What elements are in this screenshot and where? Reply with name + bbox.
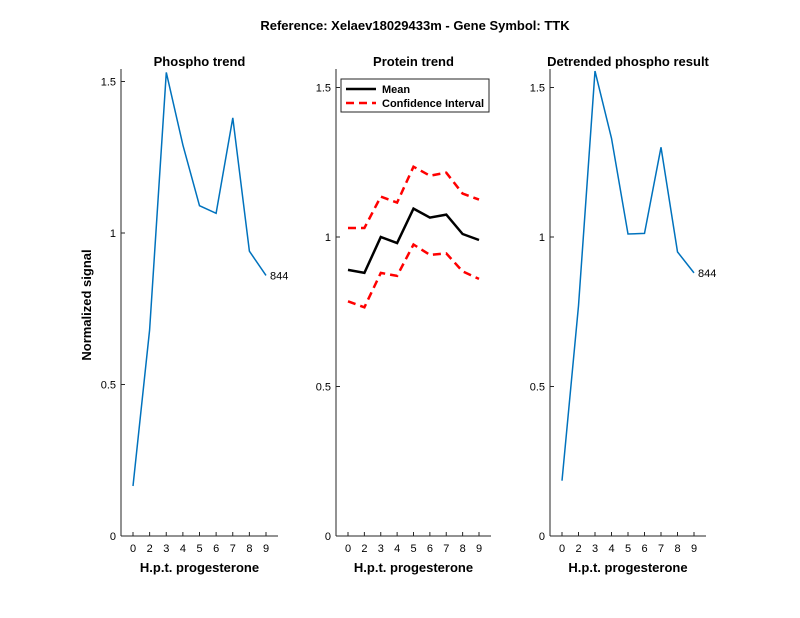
series-line-mean: [347, 206, 480, 275]
x-tick-label: 2: [147, 543, 153, 555]
x-tick-label: 9: [263, 543, 269, 555]
series-line-phospho: [132, 72, 267, 487]
x-axis-label: H.p.t. progesterone: [140, 560, 259, 575]
end-label: 844: [698, 268, 716, 280]
x-tick-label: 2: [361, 543, 367, 555]
y-tick-label: 1.5: [101, 77, 116, 89]
end-label: 844: [270, 270, 288, 282]
y-tick-label: 0.5: [316, 382, 331, 394]
y-tick-label: 0: [325, 531, 331, 543]
legend-box: [340, 78, 490, 113]
x-tick-label: 6: [213, 543, 219, 555]
y-tick-label: 1: [539, 232, 545, 244]
axes: [120, 69, 278, 537]
panel-title: Detrended phospho result: [547, 54, 709, 69]
x-tick-label: 5: [196, 543, 202, 555]
x-tick-label: 4: [394, 543, 400, 555]
x-tick-label: 0: [559, 543, 565, 555]
x-tick-label: 4: [608, 543, 614, 555]
legend: Mean Confidence Interval: [340, 78, 490, 113]
y-tick-label: 1: [110, 228, 116, 240]
x-tick-label: 3: [378, 543, 384, 555]
series-line-confidence-interval: [348, 164, 480, 230]
y-tick-label: 0.5: [530, 382, 545, 394]
y-tick-label: 0.5: [101, 380, 116, 392]
x-tick-label: 0: [130, 543, 136, 555]
y-tick-label: 0: [539, 531, 545, 543]
series-line-confidence-interval-lower-: [347, 242, 480, 309]
legend-ci-label: Confidence Interval: [382, 98, 484, 110]
x-tick-label: 4: [180, 543, 186, 555]
x-axis-label: H.p.t. progesterone: [354, 560, 473, 575]
y-axis-label: Normalized signal: [79, 249, 94, 360]
series-lines: [347, 164, 480, 309]
y-ticks: 0 0.5 1 1.5: [101, 77, 125, 543]
x-tick-label: 2: [575, 543, 581, 555]
y-tick-label: 1.5: [530, 83, 545, 95]
panel-title: Phospho trend: [154, 54, 246, 69]
y-ticks: 0 0.5 1 1.5: [530, 83, 554, 543]
x-tick-label: 3: [592, 543, 598, 555]
axes: [335, 69, 491, 537]
figure-title: Reference: Xelaev18029433m - Gene Symbol…: [260, 18, 570, 33]
x-tick-label: 7: [658, 543, 664, 555]
x-tick-label: 9: [476, 543, 482, 555]
y-tick-label: 1: [325, 232, 331, 244]
y-ticks: 0 0.5 1 1.5: [316, 83, 340, 543]
x-tick-label: 7: [230, 543, 236, 555]
x-tick-label: 9: [691, 543, 697, 555]
x-axis-label: H.p.t. progesterone: [568, 560, 687, 575]
y-tick-label: 0: [110, 531, 116, 543]
x-tick-label: 3: [163, 543, 169, 555]
series-line-detrended: [561, 70, 695, 481]
axes: [549, 69, 706, 537]
x-tick-label: 7: [443, 543, 449, 555]
legend-mean-label: Mean: [382, 84, 410, 96]
x-tick-label: 8: [674, 543, 680, 555]
series-lines: [561, 70, 695, 481]
x-tick-label: 5: [625, 543, 631, 555]
x-tick-label: 6: [641, 543, 647, 555]
x-tick-label: 5: [410, 543, 416, 555]
x-tick-label: 6: [427, 543, 433, 555]
x-tick-label: 0: [345, 543, 351, 555]
x-tick-label: 8: [246, 543, 252, 555]
x-tick-label: 8: [460, 543, 466, 555]
series-lines: [132, 72, 267, 487]
panel-title: Protein trend: [373, 54, 454, 69]
y-tick-label: 1.5: [316, 83, 331, 95]
